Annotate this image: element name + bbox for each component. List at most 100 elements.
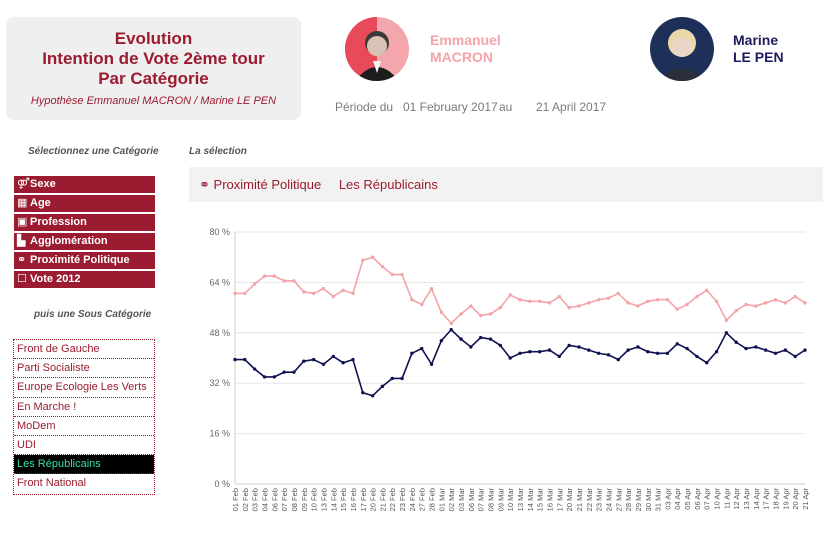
- calendar-icon: ▦: [17, 197, 28, 209]
- period-from[interactable]: 01 February 2017: [403, 100, 498, 114]
- x-tick-label: 09 Feb: [300, 488, 309, 511]
- x-tick-label: 03 Apr: [663, 488, 672, 510]
- handshake-icon: ⚭: [17, 254, 27, 266]
- data-point: [744, 346, 748, 351]
- x-tick-label: 10 Mar: [506, 487, 515, 511]
- subcategory-item-active[interactable]: Les Républicains: [14, 455, 154, 475]
- category-item-profession[interactable]: ▣ Profession: [14, 214, 155, 231]
- x-tick-label: 23 Feb: [398, 488, 407, 511]
- x-tick-label: 19 Apr: [781, 488, 790, 510]
- x-tick-label: 17 Feb: [359, 488, 368, 511]
- x-tick-label: 15 Feb: [339, 488, 348, 511]
- x-tick-label: 30 Mar: [644, 487, 653, 511]
- data-point: [675, 307, 679, 311]
- y-tick-label: 64 %: [209, 277, 230, 287]
- x-tick-label: 01 Mar: [437, 487, 446, 511]
- data-point: [705, 361, 709, 365]
- x-tick-label: 03 Feb: [251, 488, 260, 511]
- handshake-icon: ⚭: [199, 177, 210, 192]
- category-item-vote2012[interactable]: ☐ Vote 2012: [14, 271, 155, 288]
- x-tick-label: 06 Apr: [693, 488, 702, 510]
- data-point: [518, 298, 522, 302]
- category-item-proximite[interactable]: ⚭ Proximité Politique: [14, 252, 155, 269]
- x-tick-label: 21 Apr: [801, 488, 810, 510]
- data-point: [665, 351, 670, 355]
- data-point: [557, 354, 562, 359]
- data-point: [626, 301, 630, 305]
- subcategory-item[interactable]: Parti Socialiste: [14, 359, 154, 379]
- x-tick-label: 22 Feb: [388, 488, 397, 511]
- data-point: [567, 343, 571, 348]
- data-point: [734, 309, 738, 313]
- data-point: [577, 345, 581, 349]
- data-point: [547, 301, 552, 305]
- x-tick-label: 27 Feb: [418, 488, 427, 511]
- data-point: [302, 290, 306, 294]
- data-point: [459, 337, 463, 341]
- subcategory-item[interactable]: Europe Ecologie Les Verts: [14, 378, 154, 398]
- lepen-avatar: [650, 17, 714, 81]
- data-point: [754, 345, 758, 349]
- data-point: [763, 348, 768, 352]
- data-point: [488, 312, 493, 316]
- subcategory-item[interactable]: Front National: [17, 477, 87, 490]
- x-tick-label: 13 Apr: [742, 488, 751, 510]
- period-to[interactable]: 21 April 2017: [536, 100, 607, 114]
- data-point: [331, 354, 335, 359]
- series-line-le-pen: [235, 328, 806, 397]
- x-tick-label: 14 Apr: [752, 488, 761, 510]
- subcategory-item[interactable]: Front de Gauche: [14, 340, 154, 360]
- data-point: [262, 375, 267, 379]
- ballot-icon: ☐: [17, 273, 27, 285]
- data-point: [331, 294, 335, 299]
- data-point: [596, 351, 601, 355]
- data-point: [587, 348, 591, 352]
- subcategory-list: Front de Gauche Parti Socialiste Europe …: [13, 339, 155, 495]
- data-point: [616, 357, 620, 362]
- category-item-agglomeration[interactable]: ▙ Agglomération: [14, 233, 155, 250]
- y-tick-label: 16 %: [209, 429, 230, 439]
- lepen-name: Marine LE PEN: [733, 32, 784, 65]
- data-point: [498, 343, 503, 348]
- data-point: [400, 376, 404, 381]
- data-point: [380, 384, 385, 389]
- data-point: [439, 310, 444, 315]
- data-point: [528, 299, 532, 303]
- data-point: [518, 351, 522, 355]
- data-point: [410, 351, 414, 355]
- data-point: [616, 291, 620, 296]
- series-line-macron: [235, 256, 806, 325]
- data-point: [508, 293, 512, 297]
- data-point: [695, 294, 699, 299]
- x-tick-label: 13 Mar: [516, 487, 525, 511]
- data-point: [803, 348, 807, 352]
- x-tick-label: 01 Feb: [231, 488, 240, 511]
- data-point: [282, 279, 286, 283]
- x-tick-label: 02 Feb: [241, 488, 250, 511]
- data-point: [233, 291, 237, 296]
- subcategory-item[interactable]: En Marche !: [14, 398, 154, 417]
- data-point: [341, 288, 345, 292]
- data-point: [705, 288, 709, 292]
- data-point: [370, 255, 375, 259]
- subcategory-item[interactable]: MoDem: [14, 417, 154, 436]
- data-point: [302, 359, 306, 363]
- x-tick-label: 11 Apr: [722, 488, 731, 510]
- data-point: [449, 327, 453, 332]
- x-tick-label: 27 Mar: [614, 487, 623, 511]
- data-point: [636, 345, 640, 349]
- subcategory-item[interactable]: UDI: [14, 436, 154, 456]
- data-point: [321, 287, 326, 291]
- period-separator: au: [499, 100, 513, 114]
- data-point: [351, 357, 355, 362]
- data-point: [292, 370, 296, 374]
- category-item-age[interactable]: ▦ Age: [14, 195, 155, 212]
- x-tick-label: 28 Feb: [428, 488, 437, 511]
- data-point: [626, 348, 630, 352]
- category-item-sexe[interactable]: ⚤Sexe: [14, 176, 155, 193]
- y-tick-label: 32 %: [209, 378, 230, 388]
- briefcase-icon: ▣: [17, 216, 28, 228]
- data-point: [763, 301, 768, 305]
- data-point: [282, 370, 286, 374]
- selection-bar: ⚭ Proximité Politique Les Républicains: [189, 167, 823, 202]
